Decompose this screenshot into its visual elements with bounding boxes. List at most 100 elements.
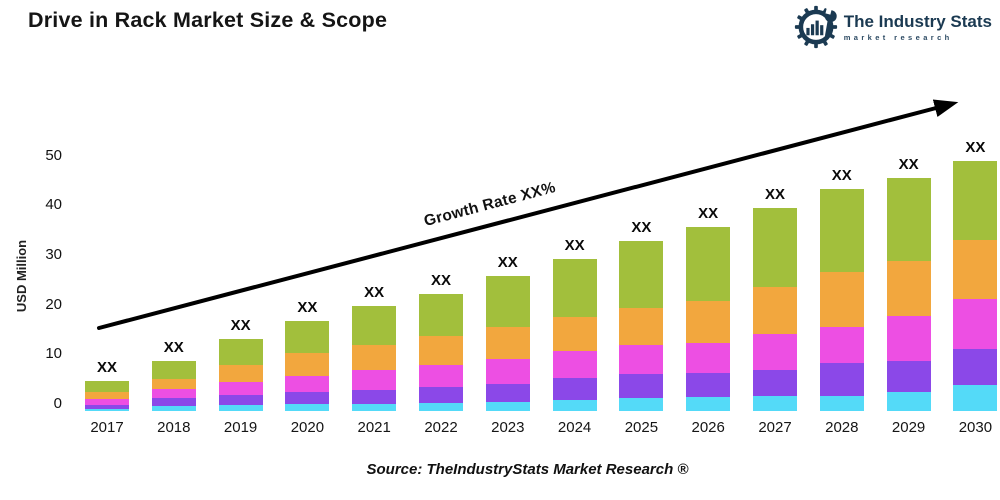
bar-segment-segment-1-cyan bbox=[619, 398, 664, 411]
bar-segment-segment-2-purple bbox=[485, 383, 530, 402]
x-axis-label-2022: 2022 bbox=[424, 419, 458, 436]
bar-segment-segment-1-cyan bbox=[686, 397, 731, 411]
bar-segment-segment-1-cyan bbox=[753, 396, 797, 411]
bar-segment-segment-1-cyan bbox=[151, 405, 196, 411]
x-axis-label-2024: 2024 bbox=[557, 419, 592, 436]
bar-segment-segment-2-purple bbox=[686, 373, 731, 397]
bar-segment-segment-4-orange bbox=[953, 240, 998, 299]
gear-wrench-chart-icon bbox=[794, 5, 837, 49]
bar-segment-segment-3-magenta bbox=[819, 326, 864, 363]
bar-value-label-2023: XX bbox=[497, 254, 518, 271]
bar-segment-segment-3-magenta bbox=[151, 389, 196, 398]
bar-segment-segment-4-orange bbox=[485, 326, 530, 359]
bar-value-label-2029: XX bbox=[898, 156, 919, 173]
y-axis-tick-50: 50 bbox=[45, 146, 62, 164]
y-axis-tick-40: 40 bbox=[45, 196, 62, 214]
bar-value-label-2028: XX bbox=[831, 167, 852, 184]
bar-segment-segment-4-orange bbox=[352, 344, 397, 370]
bar-segment-segment-4-orange bbox=[686, 301, 731, 343]
bar-value-label-2017: XX bbox=[96, 359, 117, 376]
bar-segment-segment-3-magenta bbox=[953, 298, 998, 349]
bar-value-label-2021: XX bbox=[364, 284, 385, 301]
bar-segment-segment-2-purple bbox=[753, 369, 797, 396]
bar-segment-segment-3-magenta bbox=[619, 344, 664, 374]
bar-segment-segment-3-magenta bbox=[552, 351, 597, 378]
bar-segment-segment-5-green bbox=[485, 276, 530, 327]
bar-segment-segment-2-purple bbox=[285, 392, 330, 404]
bar-value-label-2025: XX bbox=[631, 219, 652, 236]
bar-segment-segment-2-purple bbox=[819, 363, 864, 396]
bar-segment-segment-3-magenta bbox=[218, 382, 263, 395]
bar-segment-segment-4-orange bbox=[552, 316, 597, 351]
bar-segment-segment-5-green bbox=[419, 293, 463, 336]
x-axis-label-2021: 2021 bbox=[357, 419, 391, 436]
bar-segment-segment-4-orange bbox=[819, 272, 864, 327]
bar-segment-segment-5-green bbox=[686, 227, 731, 301]
x-axis-label-2027: 2027 bbox=[758, 419, 792, 436]
bar-segment-segment-1-cyan bbox=[352, 404, 397, 411]
bar-segment-segment-5-green bbox=[552, 258, 597, 317]
bar-segment-segment-2-purple bbox=[419, 387, 463, 403]
bar-segment-segment-3-magenta bbox=[285, 375, 330, 392]
bar-segment-segment-5-green bbox=[619, 241, 664, 308]
y-axis-tick-30: 30 bbox=[45, 245, 62, 263]
bar-segment-segment-5-green bbox=[352, 306, 397, 345]
bar-segment-segment-5-green bbox=[151, 361, 196, 379]
source-attribution: Source: TheIndustryStats Market Research… bbox=[366, 461, 689, 478]
x-axis-label-2020: 2020 bbox=[290, 419, 325, 436]
x-axis-label-2017: 2017 bbox=[90, 419, 124, 436]
bar-segment-segment-3-magenta bbox=[419, 365, 463, 387]
bar-segment-segment-1-cyan bbox=[819, 395, 864, 411]
bar-segment-segment-2-purple bbox=[218, 395, 263, 405]
bar-segment-segment-3-magenta bbox=[753, 333, 797, 370]
bar-segment-segment-1-cyan bbox=[419, 403, 463, 411]
y-axis-tick-20: 20 bbox=[45, 295, 62, 313]
x-axis-label-2028: 2028 bbox=[825, 419, 859, 436]
bar-segment-segment-5-green bbox=[886, 178, 931, 261]
bar-value-label-2024: XX bbox=[564, 236, 585, 254]
bar-segment-segment-3-magenta bbox=[85, 399, 129, 405]
bar-segment-segment-2-purple bbox=[619, 374, 664, 398]
y-axis-tick-10: 10 bbox=[45, 345, 62, 363]
bar-segment-segment-4-orange bbox=[886, 261, 931, 316]
bar-segment-segment-3-magenta bbox=[352, 370, 397, 390]
x-axis-label-2029: 2029 bbox=[891, 419, 926, 436]
x-axis-label-2025: 2025 bbox=[624, 419, 659, 436]
x-axis-label-2023: 2023 bbox=[491, 419, 525, 436]
bar-segment-segment-4-orange bbox=[218, 365, 263, 382]
growth-rate-label: Growth Rate XX% bbox=[422, 179, 558, 231]
bar-segment-segment-1-cyan bbox=[886, 391, 931, 411]
bar-segment-segment-5-green bbox=[953, 161, 998, 240]
bar-segment-segment-2-purple bbox=[85, 404, 129, 409]
bar-segment-segment-2-purple bbox=[352, 389, 397, 404]
bar-value-label-2030: XX bbox=[965, 139, 986, 156]
bar-segment-segment-4-orange bbox=[619, 307, 664, 345]
bar-segment-segment-1-cyan bbox=[485, 402, 530, 411]
bar-value-label-2019: XX bbox=[230, 316, 251, 334]
bar-segment-segment-1-cyan bbox=[953, 384, 998, 411]
bar-segment-segment-4-orange bbox=[151, 379, 196, 389]
x-axis-label-2026: 2026 bbox=[691, 419, 725, 436]
bar-segment-segment-5-green bbox=[753, 208, 797, 287]
bar-value-label-2020: XX bbox=[297, 299, 318, 316]
bar-value-label-2027: XX bbox=[764, 186, 785, 203]
bar-segment-segment-5-green bbox=[85, 381, 129, 392]
bar-segment-segment-2-purple bbox=[552, 378, 597, 400]
bar-segment-segment-4-orange bbox=[753, 286, 797, 334]
bar-segment-segment-3-magenta bbox=[686, 342, 731, 373]
y-axis-tick-0: 0 bbox=[53, 395, 62, 412]
bar-segment-segment-4-orange bbox=[285, 353, 330, 376]
brand-tagline: market research bbox=[843, 33, 953, 42]
bar-segment-segment-2-purple bbox=[151, 398, 196, 406]
bar-segment-segment-2-purple bbox=[953, 349, 998, 385]
bar-segment-segment-3-magenta bbox=[485, 358, 530, 384]
bar-segment-segment-5-green bbox=[819, 189, 864, 272]
x-axis-label-2018: 2018 bbox=[157, 419, 191, 436]
bar-segment-segment-3-magenta bbox=[886, 316, 931, 361]
brand-text: The Industry Stats market research bbox=[844, 12, 992, 42]
bar-value-label-2026: XX bbox=[698, 205, 719, 222]
brand-logo: The Industry Stats market research bbox=[794, 5, 992, 49]
brand-name: The Industry Stats bbox=[843, 12, 992, 31]
